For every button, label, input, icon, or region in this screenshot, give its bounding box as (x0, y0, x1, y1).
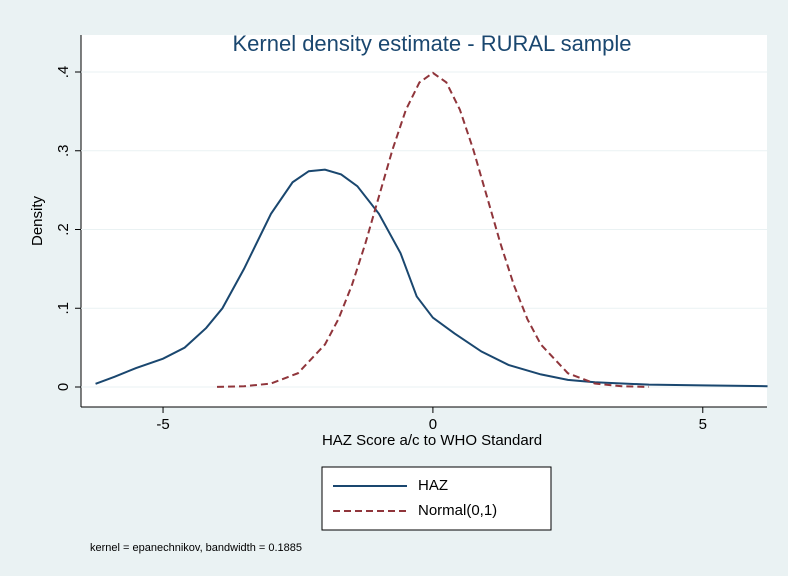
x-tick-label: 5 (699, 416, 707, 433)
y-tick-label: .2 (55, 223, 72, 236)
x-tick-label: -5 (156, 416, 169, 433)
y-tick-label: .3 (55, 145, 72, 158)
line-series (95, 168, 768, 388)
y-axis-label: Density (29, 195, 46, 246)
note: kernel = epanechnikov, bandwidth = 0.188… (90, 542, 302, 554)
legend (321, 466, 552, 531)
x-tick-label: 0 (429, 416, 437, 433)
legend-label: HAZ (418, 477, 448, 494)
legend-label: Normal(0,1) (418, 502, 497, 519)
y-tick-label: .1 (55, 302, 72, 315)
plot-area (81, 35, 767, 407)
line-series (216, 71, 649, 388)
y-tick-label: .4 (55, 66, 72, 79)
chart-title: Kernel density estimate - RURAL sample (232, 31, 631, 56)
x-axis-label: HAZ Score a/c to WHO Standard (322, 432, 542, 449)
y-tick-label: 0 (55, 383, 72, 391)
